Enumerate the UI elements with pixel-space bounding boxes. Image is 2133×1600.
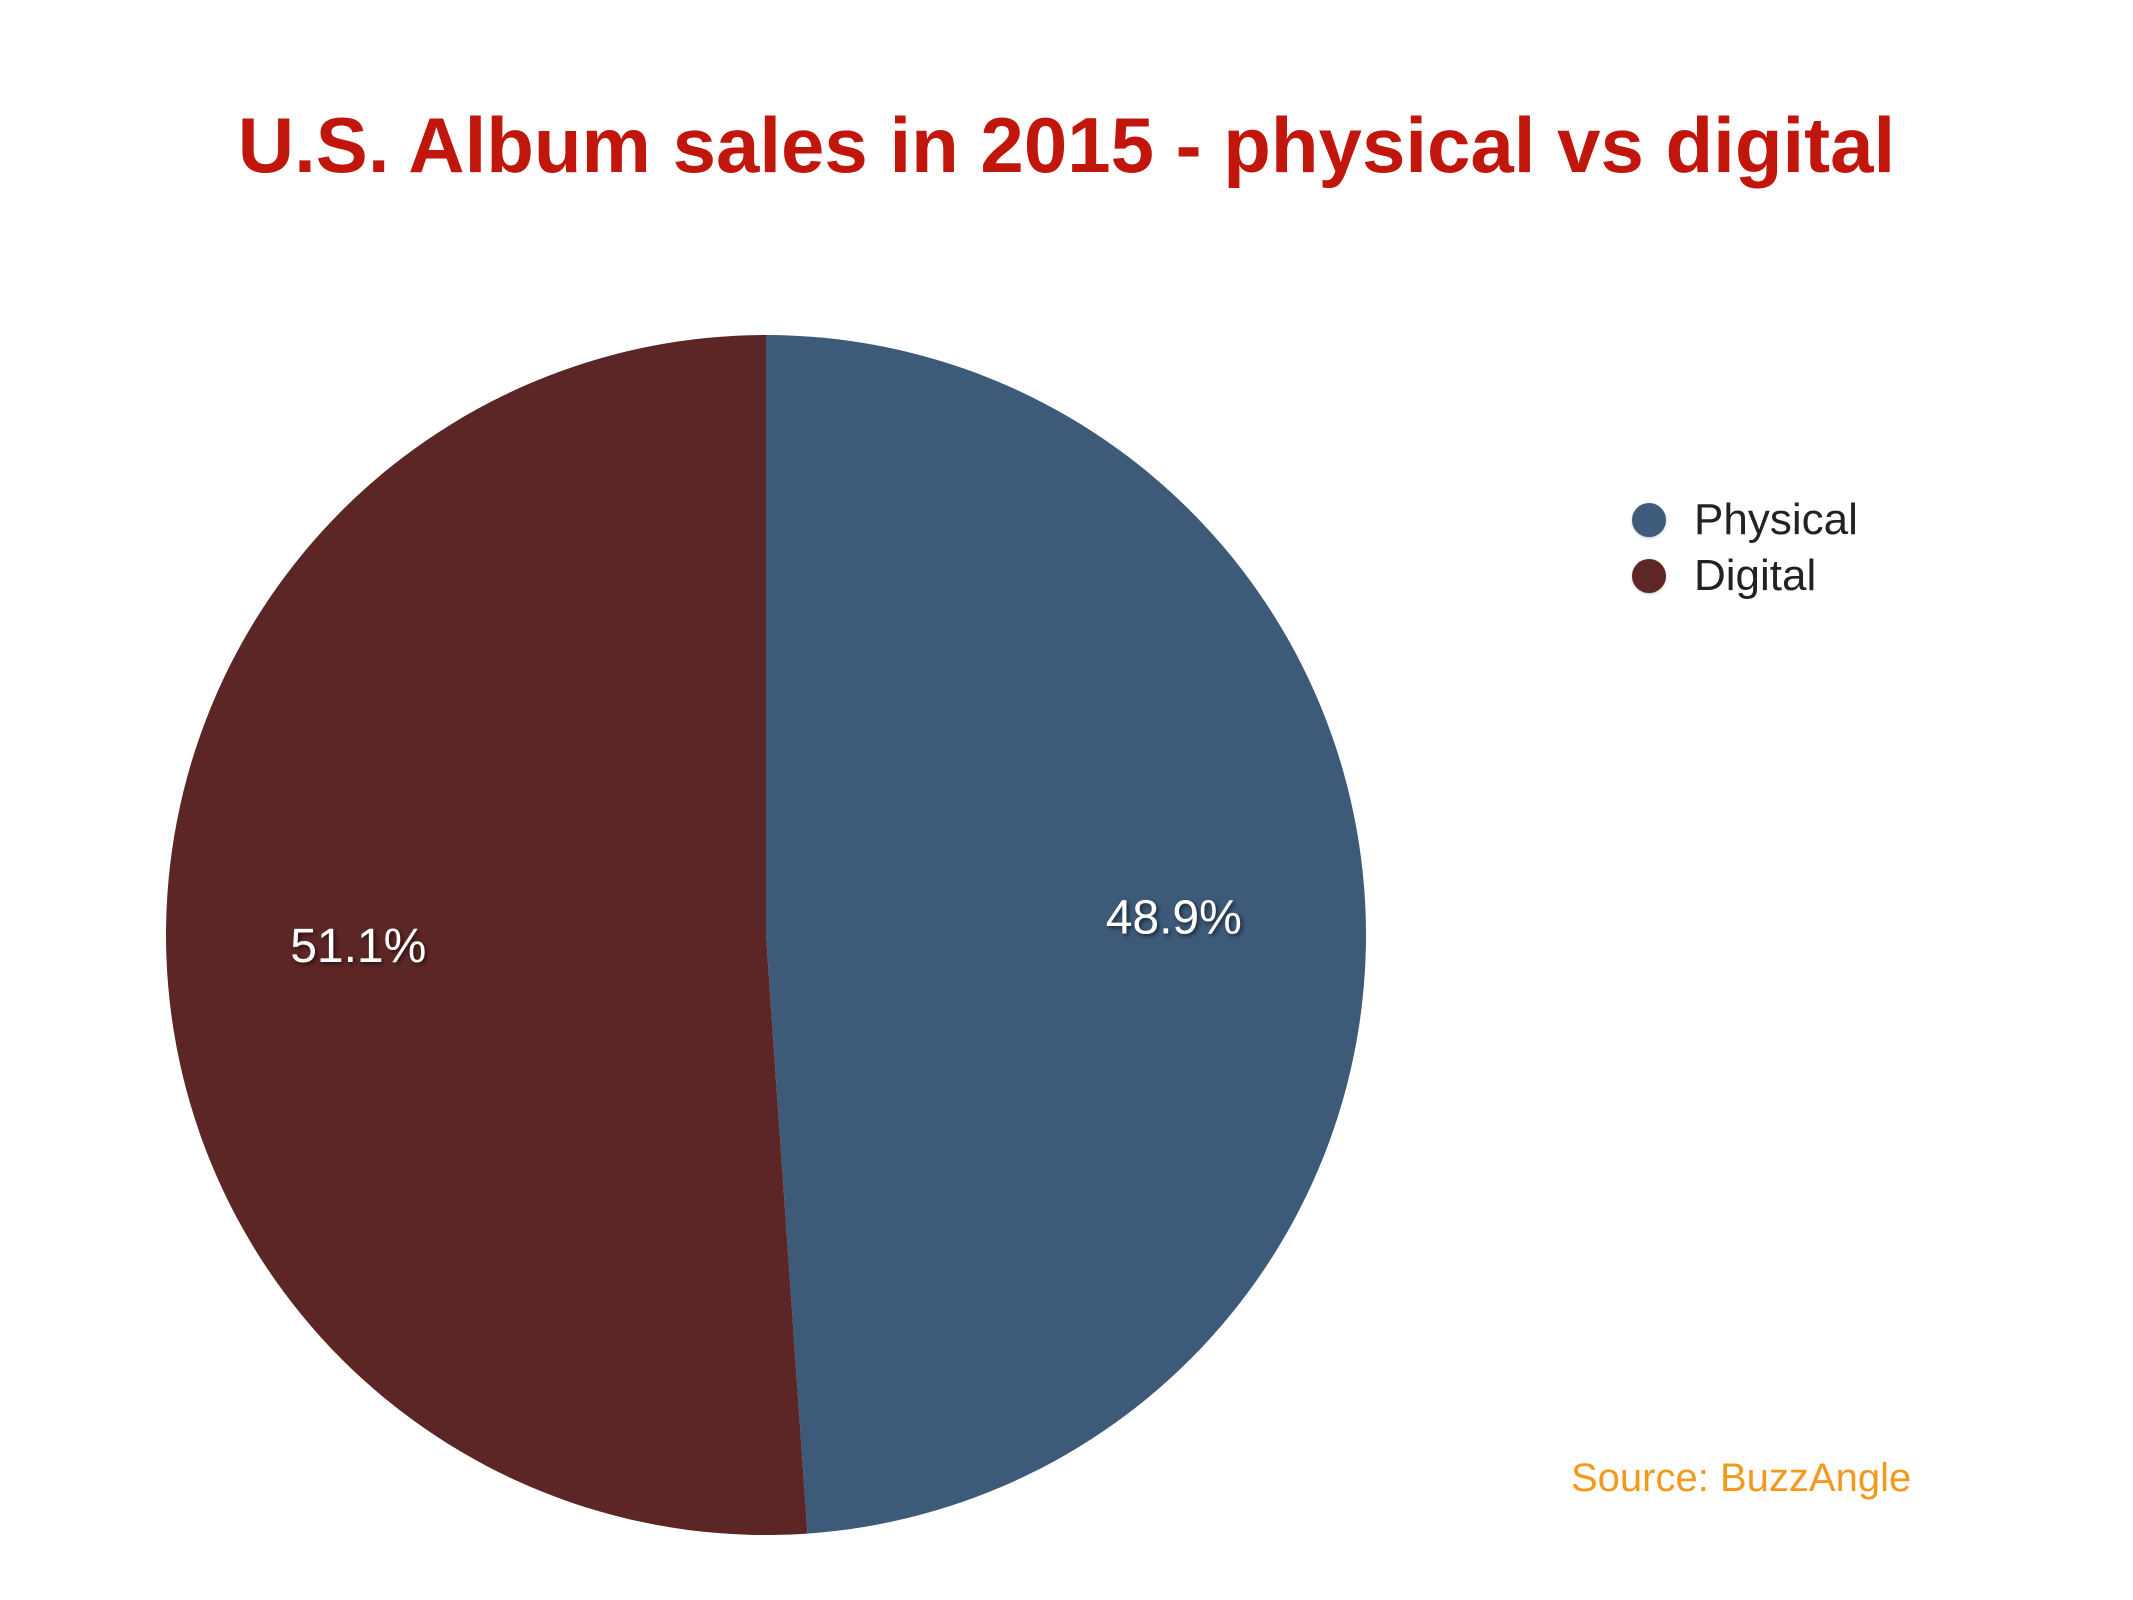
pie-slice-labels: 48.9% 51.1% xyxy=(290,892,1242,973)
chart-title: U.S. Album sales in 2015 - physical vs d… xyxy=(237,101,1896,189)
pie-slices xyxy=(165,335,1366,1535)
legend-swatch-physical xyxy=(1632,503,1666,537)
source-note: Source: BuzzAngle xyxy=(1571,1456,1912,1500)
slice-label-physical: 48.9% xyxy=(1106,892,1242,945)
legend-label-digital: Digital xyxy=(1694,551,1817,600)
legend: Physical Digital xyxy=(1632,492,1858,604)
legend-label-physical: Physical xyxy=(1694,495,1858,544)
legend-swatch-digital xyxy=(1632,559,1666,593)
legend-item-digital: Digital xyxy=(1632,548,1858,604)
pie-slice-physical xyxy=(766,335,1366,1534)
slice-label-digital: 51.1% xyxy=(290,920,426,973)
legend-item-physical: Physical xyxy=(1632,492,1858,548)
pie-slice-digital xyxy=(165,335,808,1535)
